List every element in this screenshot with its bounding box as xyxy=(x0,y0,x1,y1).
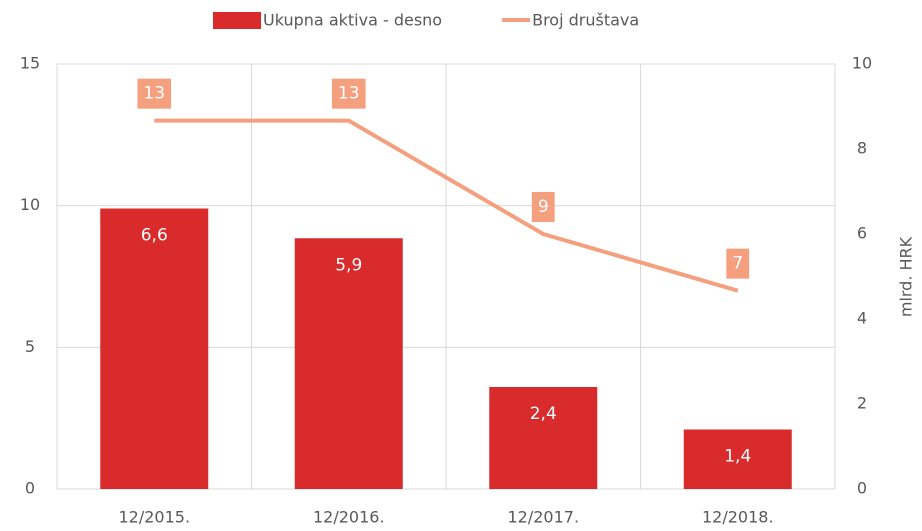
y2-tick-label: 10 xyxy=(852,54,872,73)
line-label: 13 xyxy=(137,78,172,109)
y2-axis-label: mlrd. HRK xyxy=(897,236,916,317)
line-label: 13 xyxy=(331,78,366,109)
y-tick-label: 10 xyxy=(20,195,40,214)
x-tick-label: 12/2018. xyxy=(702,508,774,527)
line-label-text: 13 xyxy=(338,84,360,104)
line-label: 9 xyxy=(531,192,555,222)
y-tick-label: 15 xyxy=(20,54,40,73)
legend-label: Broj društava xyxy=(532,11,639,30)
line-label-box xyxy=(531,192,555,222)
x-tick-label: 12/2016. xyxy=(313,508,385,527)
bar-label: 2,4 xyxy=(530,404,557,424)
bar xyxy=(489,387,598,489)
legend-swatch xyxy=(213,12,261,29)
y-tick-label: 5 xyxy=(25,337,35,356)
line xyxy=(154,118,739,293)
line-label-box xyxy=(726,248,750,279)
y2-tick-label: 4 xyxy=(857,309,867,328)
y-tick-label: 0 xyxy=(25,479,35,498)
bar xyxy=(294,238,403,489)
bar xyxy=(100,208,209,489)
y2-tick-label: 2 xyxy=(857,394,867,413)
y2-tick-label: 8 xyxy=(857,139,867,158)
y2-tick-label: 6 xyxy=(857,224,867,243)
bar xyxy=(683,429,792,489)
legend-label: Ukupna aktiva - desno xyxy=(263,11,442,30)
y2-tick-label: 0 xyxy=(857,479,867,498)
line-label: 7 xyxy=(726,248,750,279)
line-label-box xyxy=(331,78,366,109)
line-label-text: 7 xyxy=(732,254,743,274)
bar-label: 5,9 xyxy=(335,255,362,275)
line-label-text: 9 xyxy=(538,197,549,217)
x-tick-label: 12/2015. xyxy=(118,508,190,527)
line-label-text: 13 xyxy=(143,84,165,104)
line-label-box xyxy=(137,78,172,109)
bar-label: 6,6 xyxy=(141,226,168,246)
x-tick-label: 12/2017. xyxy=(507,508,579,527)
bar-label: 1,4 xyxy=(724,447,751,467)
